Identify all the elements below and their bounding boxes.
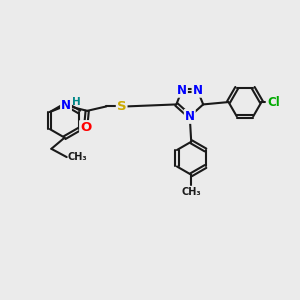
Text: Cl: Cl xyxy=(267,96,280,109)
Text: S: S xyxy=(117,100,127,113)
Text: CH₃: CH₃ xyxy=(68,152,88,162)
Text: N: N xyxy=(177,84,187,97)
Text: N: N xyxy=(193,84,202,97)
Text: N: N xyxy=(61,99,71,112)
Text: O: O xyxy=(80,121,92,134)
Text: N: N xyxy=(185,110,195,123)
Text: H: H xyxy=(72,97,81,107)
Text: CH₃: CH₃ xyxy=(182,188,201,197)
